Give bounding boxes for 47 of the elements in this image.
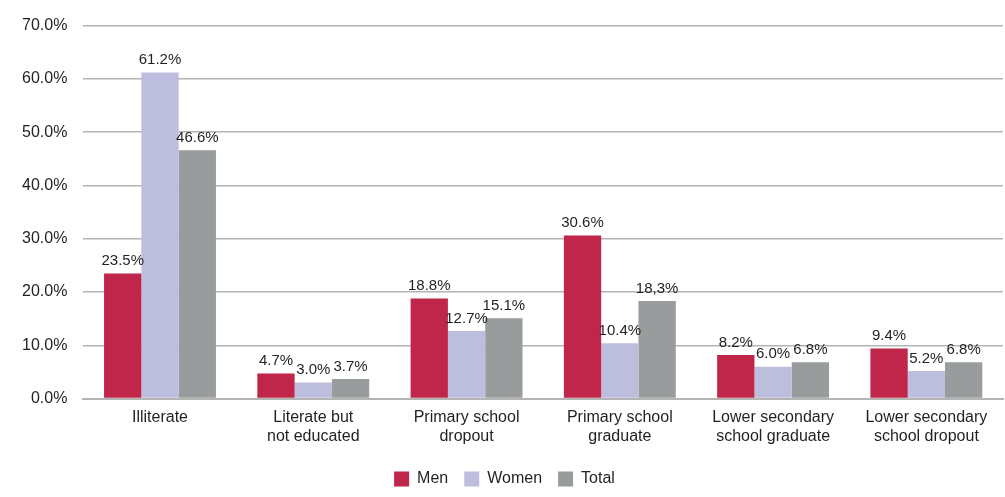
data-label: 23.5%	[101, 251, 144, 269]
bar	[410, 298, 448, 398]
data-label: 4.7%	[258, 351, 294, 369]
bar	[870, 348, 908, 398]
bar	[791, 362, 830, 398]
x-tick-label: Literate but not educated	[267, 407, 360, 444]
legend-label: Men	[417, 469, 449, 487]
y-tick-label: 0.0%	[30, 389, 68, 407]
data-label: 6.8%	[793, 340, 828, 358]
data-label: 15.1%	[482, 295, 526, 313]
data-label: 18.8%	[407, 276, 451, 294]
data-label: 6.8%	[946, 340, 981, 358]
data-label: 61.2%	[138, 50, 182, 68]
x-tick-label: Primary school dropout	[413, 407, 520, 444]
bar	[294, 382, 332, 398]
bar	[178, 150, 216, 398]
x-tick-label: Lower secondary school graduate	[712, 407, 835, 444]
x-tick-label: Lower secondary school dropout	[865, 407, 988, 444]
data-label: 6.0%	[755, 344, 791, 362]
y-tick-label: 20.0%	[21, 282, 68, 300]
y-tick-label: 50.0%	[21, 122, 68, 140]
bar	[104, 273, 142, 398]
bar	[945, 362, 983, 398]
legend-label: Women	[487, 469, 543, 487]
data-label: 18,3%	[635, 278, 679, 296]
x-tick-label: Illiterate	[131, 407, 189, 425]
y-tick-label: 60.0%	[21, 69, 68, 87]
data-label: 8.2%	[718, 332, 753, 350]
y-tick-label: 40.0%	[21, 175, 68, 193]
data-label: 5.2%	[909, 348, 944, 366]
y-tick-label: 70.0%	[21, 16, 68, 34]
bar	[331, 378, 370, 398]
bar	[907, 370, 946, 398]
bar	[257, 373, 295, 398]
x-tick-label: Primary school graduate	[566, 407, 673, 444]
y-tick-label: 10.0%	[21, 335, 68, 353]
legend-label: Total	[581, 469, 615, 487]
bar	[717, 354, 755, 398]
data-label: 9.4%	[871, 326, 907, 344]
bar	[601, 343, 639, 398]
bar	[447, 330, 486, 398]
data-label: 30.6%	[561, 213, 604, 231]
bar	[754, 366, 792, 398]
data-label: 3.7%	[333, 356, 368, 374]
data-label: 3.0%	[296, 360, 331, 378]
y-tick-label: 30.0%	[21, 229, 68, 247]
data-label: 46.6%	[176, 127, 219, 145]
